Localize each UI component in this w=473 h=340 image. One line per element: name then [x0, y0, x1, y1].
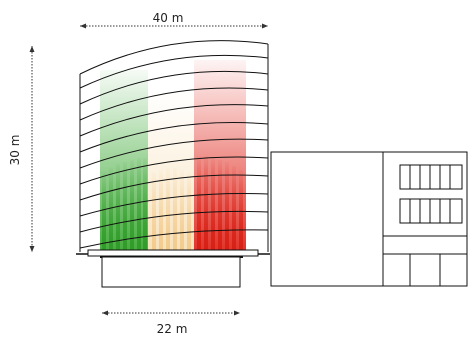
left-zone-bars	[102, 158, 147, 254]
building	[270, 151, 468, 287]
detection-arcs	[79, 40, 269, 252]
height-dimension: 30 m	[8, 46, 35, 252]
height-label: 30 m	[8, 135, 22, 166]
sensor-unit	[101, 256, 241, 288]
ground	[76, 249, 270, 288]
base-dimension: 22 m	[102, 310, 240, 336]
right-zone-bars	[197, 156, 243, 254]
sensor-base	[87, 249, 259, 257]
base-label: 22 m	[157, 322, 188, 336]
building-window-upper	[399, 164, 463, 190]
width-dimension: 40 m	[80, 11, 268, 29]
width-label: 40 m	[153, 11, 184, 25]
building-window-lower	[399, 198, 463, 224]
